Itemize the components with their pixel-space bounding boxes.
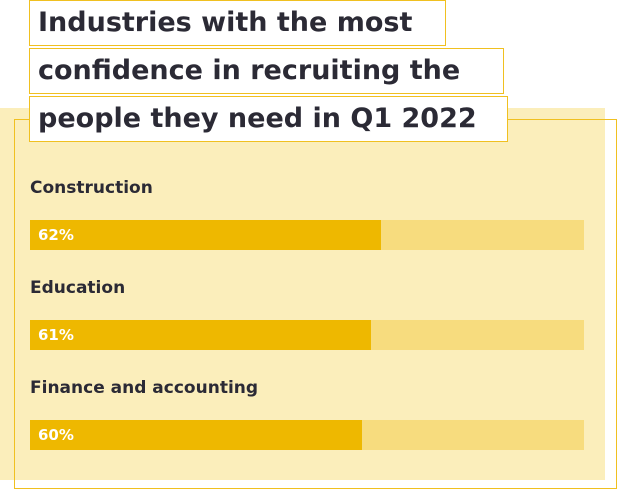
bar-education (30, 320, 371, 350)
data-label-education: 61% (38, 326, 74, 344)
data-label-construction: 62% (38, 226, 74, 244)
category-label-finance-and-accounting: Finance and accounting (30, 378, 259, 398)
chart-title-line-2: confidence in recruiting the (29, 48, 504, 94)
bar-track-education: 61% (30, 320, 584, 350)
bar-finance-and-accounting (30, 420, 362, 450)
category-label-construction: Construction (30, 178, 153, 198)
chart-title-line-1: Industries with the most (29, 0, 446, 46)
bar-track-construction: 62% (30, 220, 584, 250)
category-label-education: Education (30, 278, 126, 298)
data-label-finance-and-accounting: 60% (38, 426, 74, 444)
chart-panel-background (0, 108, 605, 480)
bar-track-finance-and-accounting: 60% (30, 420, 584, 450)
chart-title-line-3: people they need in Q1 2022 (29, 96, 508, 142)
bar-construction (30, 220, 381, 250)
